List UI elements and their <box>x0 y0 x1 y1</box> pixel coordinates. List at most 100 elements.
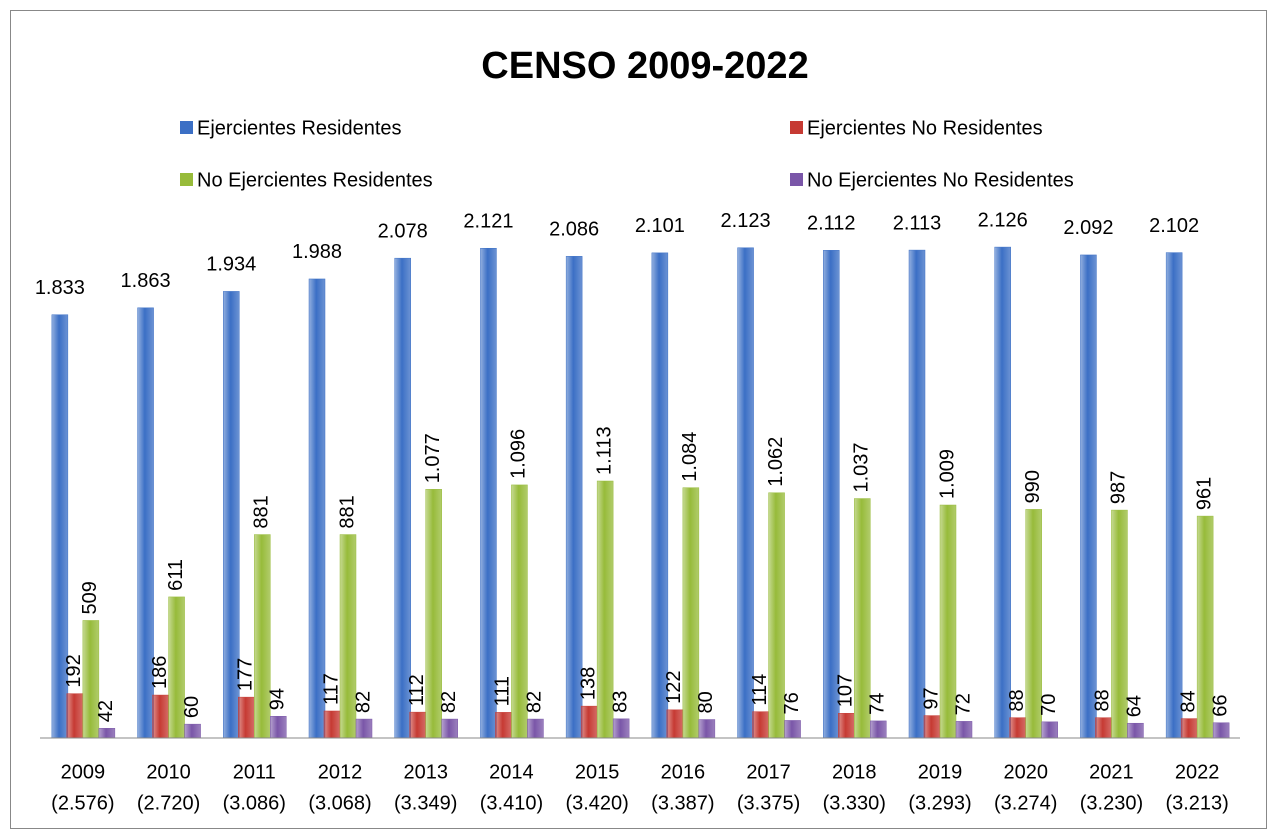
data-label: 1.113 <box>593 426 615 475</box>
data-label: 70 <box>1038 694 1060 716</box>
x-tick-sublabel: (3.375) <box>737 792 800 814</box>
data-label: 1.009 <box>936 449 958 499</box>
data-label: 2.126 <box>978 209 1028 231</box>
x-tick-sublabel: (3.274) <box>994 792 1057 814</box>
x-tick-sublabel: (3.420) <box>565 792 628 814</box>
x-tick-sublabel: (3.293) <box>908 792 971 814</box>
legend-swatch <box>790 121 803 134</box>
bar <box>908 249 926 739</box>
data-label: 42 <box>95 700 117 722</box>
data-label: 111 <box>492 676 514 706</box>
x-tick-sublabel: (3.213) <box>1165 792 1228 814</box>
data-label: 1.833 <box>35 277 85 299</box>
bar <box>784 720 801 739</box>
x-tick-sublabel: (3.410) <box>480 792 543 814</box>
data-label: 138 <box>577 667 599 700</box>
data-label: 2.123 <box>721 210 771 232</box>
bar <box>612 718 630 739</box>
data-label: 76 <box>781 692 803 714</box>
data-label: 987 <box>1108 471 1130 504</box>
bar <box>495 712 512 739</box>
data-label: 88 <box>1006 689 1028 711</box>
bar <box>994 246 1011 739</box>
x-tick-label: 2012 <box>318 761 363 783</box>
data-label: 97 <box>920 687 942 709</box>
data-label: 192 <box>63 654 85 687</box>
data-label: 2.112 <box>807 213 856 235</box>
bar <box>651 252 669 739</box>
x-tick-label: 2011 <box>233 761 276 783</box>
bar <box>565 256 583 739</box>
data-label: 1.037 <box>851 442 873 492</box>
data-label: 961 <box>1193 477 1215 510</box>
data-label: 66 <box>1209 695 1231 717</box>
data-label: 186 <box>149 656 171 689</box>
legend-swatch <box>790 173 803 186</box>
x-tick-sublabel: (3.230) <box>1080 792 1143 814</box>
data-label: 107 <box>835 674 857 707</box>
data-label: 64 <box>1124 695 1146 717</box>
data-label: 82 <box>524 691 546 713</box>
bar <box>66 693 84 739</box>
x-tick-label: 2009 <box>61 761 106 783</box>
data-label: 117 <box>320 673 342 705</box>
data-label: 72 <box>952 693 974 715</box>
bar <box>98 728 116 739</box>
data-label: 1.988 <box>292 241 342 263</box>
bar <box>409 711 426 739</box>
x-tick-sublabel: (3.086) <box>223 792 286 814</box>
data-label: 83 <box>609 691 631 713</box>
data-label: 80 <box>695 691 717 713</box>
bar <box>1080 254 1097 739</box>
x-tick-sublabel: (2.720) <box>137 792 200 814</box>
data-label: 177 <box>235 658 257 691</box>
bar <box>1165 252 1183 739</box>
data-label: 990 <box>1022 470 1044 503</box>
x-tick-label: 2013 <box>403 761 448 783</box>
data-label: 1.863 <box>121 270 171 292</box>
bar <box>823 250 840 739</box>
data-label: 82 <box>438 691 460 713</box>
bar <box>698 719 716 739</box>
bar <box>1180 718 1198 739</box>
bar <box>527 718 544 739</box>
x-tick-sublabel: (3.330) <box>823 792 886 814</box>
bar <box>870 720 887 739</box>
bar <box>480 247 497 739</box>
data-label: 122 <box>663 670 685 703</box>
x-tick-label: 2015 <box>575 761 620 783</box>
x-tick-label: 2018 <box>832 761 877 783</box>
data-label: 2.121 <box>463 211 513 233</box>
bar <box>308 278 326 739</box>
chart-title: CENSO 2009-2022 <box>481 45 808 87</box>
legend-label: Ejercientes Residentes <box>197 117 402 139</box>
data-label: 74 <box>867 693 889 715</box>
data-label: 509 <box>79 581 101 614</box>
data-label: 1.934 <box>206 254 256 276</box>
data-label: 2.102 <box>1149 215 1199 237</box>
legend-swatch <box>180 173 193 186</box>
data-label: 84 <box>1177 690 1199 712</box>
data-label: 2.078 <box>378 220 428 242</box>
x-tick-label: 2014 <box>489 761 534 783</box>
x-tick-sublabel: (3.387) <box>651 792 714 814</box>
data-label: 1.077 <box>422 433 444 483</box>
x-tick-label: 2021 <box>1089 761 1134 783</box>
bar <box>238 696 255 739</box>
bar <box>666 709 684 739</box>
bar <box>1095 717 1112 739</box>
bar <box>1127 722 1144 739</box>
bar <box>752 711 769 739</box>
data-label: 2.086 <box>549 219 599 241</box>
x-tick-sublabel: (2.576) <box>51 792 114 814</box>
bar <box>1212 722 1230 739</box>
bar <box>394 257 411 739</box>
x-tick-label: 2016 <box>661 761 706 783</box>
bar <box>1041 721 1058 739</box>
data-label: 1.096 <box>508 429 530 479</box>
data-label: 112 <box>406 674 428 706</box>
data-label: 2.113 <box>893 212 942 234</box>
bar <box>580 705 598 739</box>
